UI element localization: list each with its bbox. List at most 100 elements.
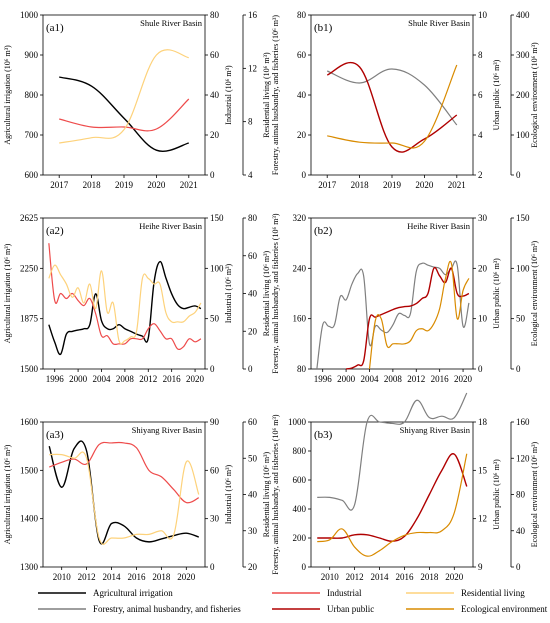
series-line-residential [49, 451, 200, 545]
series-line-forestry [316, 260, 470, 370]
series-line-residential [48, 264, 202, 345]
right-axis-label: Residential living (10⁶ m³) [262, 250, 271, 336]
x-tick-label: 2004 [92, 374, 111, 384]
right-tick-label: 16 [248, 10, 258, 20]
right-tick-label: 300 [516, 50, 530, 60]
right-axis-label: Ecological environment (10⁶ m³) [530, 441, 539, 547]
x-tick-label: 2016 [127, 572, 146, 582]
right-tick-label: 9 [478, 562, 483, 572]
right-tick-label: 0 [516, 364, 521, 374]
left-tick-label: 1875 [20, 314, 39, 324]
plot-frame [42, 421, 206, 568]
left-axis-label: Forestry, animal husbandry, and fisherie… [271, 414, 280, 574]
x-tick-label: 2008 [116, 374, 135, 384]
right-tick-label: 30 [210, 514, 220, 524]
plot-frame [42, 217, 206, 370]
chart-panel-a1: 2017 2018 2019 2020 20216007008009001000Agri… [3, 10, 271, 190]
right-tick-label: 80 [248, 213, 258, 223]
right-axis-label: Ecological environment (10⁶ m³) [530, 240, 539, 346]
series-line-urban [317, 453, 468, 542]
right-tick-label: 200 [516, 90, 530, 100]
panel-label: (a2) [46, 225, 64, 237]
x-tick-label: 2000 [337, 374, 356, 384]
x-tick-label: 2014 [371, 572, 390, 582]
legend: Agricultural irrigation Industrial Residen… [38, 588, 548, 614]
x-tick-label: 2019 [383, 180, 402, 190]
legend-label: Residential living [461, 588, 525, 598]
left-axis-label: Agricultural irrigation (10⁶ m³) [3, 444, 12, 544]
panel-title: Heihe River Basin [407, 221, 471, 231]
series-line-urban [326, 61, 458, 153]
legend-item-agri: Agricultural irrigation [38, 588, 173, 598]
right-tick-label: 60 [210, 50, 220, 60]
right-tick-label: 12 [478, 514, 487, 524]
series-line-agri [48, 260, 202, 356]
right-tick-label: 90 [210, 417, 220, 427]
right-tick-label: 60 [210, 465, 220, 475]
right-tick-label: 0 [516, 170, 521, 180]
x-tick-label: 2020 [445, 572, 464, 582]
plot-frame [310, 14, 474, 176]
right-tick-label: 2 [478, 170, 483, 180]
left-tick-label: 700 [25, 130, 39, 140]
legend-item-industrial: Industrial [272, 588, 362, 598]
left-tick-label: 320 [293, 213, 307, 223]
series-line-residential [59, 49, 189, 144]
left-tick-label: 400 [293, 504, 307, 514]
right-tick-label: 0 [516, 562, 521, 572]
right-tick-label: 0 [248, 364, 253, 374]
right-axis-label: Ecological environment (10⁶ m³) [530, 42, 539, 148]
left-tick-label: 1000 [288, 417, 307, 427]
left-axis-label: Forestry, animal husbandry, and fisherie… [271, 15, 280, 175]
x-tick-label: 2021 [180, 180, 198, 190]
right-tick-label: 10 [478, 314, 488, 324]
left-tick-label: 1400 [20, 514, 39, 524]
x-tick-label: 2016 [431, 374, 450, 384]
x-tick-label: 2008 [384, 374, 403, 384]
plot-frame [42, 14, 206, 176]
panel-title: Shiyang River Basin [132, 425, 203, 435]
x-tick-label: 2017 [318, 180, 337, 190]
panel-label: (b3) [314, 429, 333, 441]
right-axis-label: Urban public (10⁶ m³) [492, 59, 501, 130]
left-tick-label: 2625 [20, 213, 39, 223]
left-axis-label: Agricultural irrigation (10⁶ m³) [3, 45, 12, 145]
series-line-forestry [326, 68, 458, 126]
left-tick-label: 200 [293, 533, 307, 543]
left-axis-label: Forestry, animal husbandry, and fisherie… [271, 213, 280, 373]
left-tick-label: 1300 [20, 562, 39, 572]
right-tick-label: 4 [478, 130, 483, 140]
series-line-ecological [368, 260, 470, 370]
right-tick-label: 0 [478, 364, 483, 374]
panel-label: (a1) [46, 22, 64, 34]
right-axis-label: Urban public (10⁶ m³) [492, 258, 501, 329]
right-tick-label: 6 [478, 90, 483, 100]
right-tick-label: 120 [516, 453, 530, 463]
series-line-industrial [49, 441, 200, 504]
right-tick-label: 12 [248, 63, 257, 73]
left-tick-label: 40 [297, 90, 307, 100]
right-tick-label: 0 [210, 170, 215, 180]
plot-frame [310, 217, 474, 370]
x-tick-label: 2018 [83, 180, 102, 190]
left-tick-label: 600 [293, 475, 307, 485]
left-tick-label: 1600 [20, 417, 39, 427]
legend-item-forestry: Forestry, animal husbandry, and fisherie… [38, 604, 241, 614]
right-tick-label: 80 [210, 10, 220, 20]
right-tick-label: 100 [210, 263, 224, 273]
right-tick-label: 10 [478, 10, 488, 20]
legend-label: Urban public [327, 604, 374, 614]
x-tick-label: 1996 [314, 374, 333, 384]
left-axis-label: Agricultural irrigation (10⁶ m³) [3, 243, 12, 343]
right-axis-label: Industrial (10⁶ m³) [224, 65, 233, 125]
x-tick-label: 2020 [177, 572, 196, 582]
panel-label: (a3) [46, 429, 64, 441]
legend-label: Ecological environment [461, 604, 548, 614]
left-tick-label: 1500 [20, 465, 39, 475]
right-tick-label: 50 [516, 314, 526, 324]
right-tick-label: 400 [516, 10, 530, 20]
panel-title: Shule River Basin [408, 18, 471, 28]
legend-label: Forestry, animal husbandry, and fisherie… [93, 604, 241, 614]
x-tick-label: 2014 [103, 572, 122, 582]
